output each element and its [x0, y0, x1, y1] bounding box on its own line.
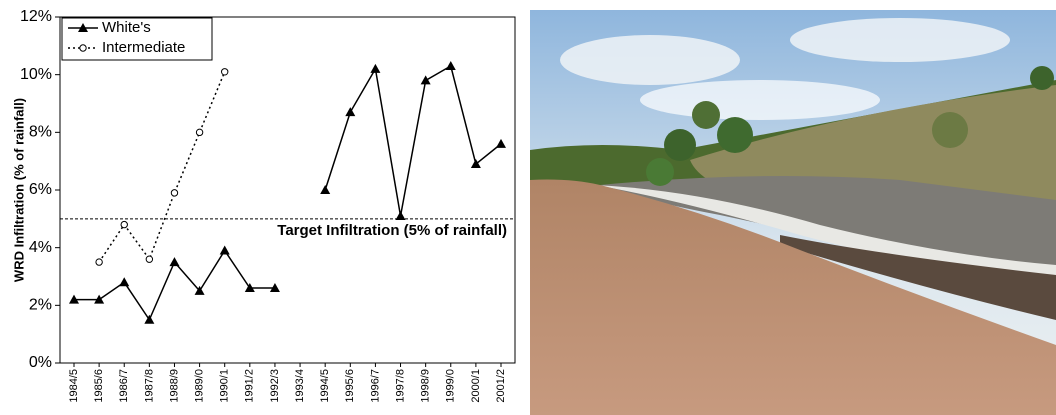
data-point	[169, 257, 180, 267]
x-tick-label: 1998/9	[420, 369, 432, 403]
data-point	[445, 61, 456, 71]
data-point	[345, 107, 356, 117]
data-point	[145, 255, 154, 263]
x-tick-label: 1991/2	[244, 369, 256, 403]
data-point	[170, 189, 179, 197]
x-tick-label: 1989/0	[193, 369, 205, 403]
series-line	[98, 71, 226, 263]
x-tick-label: 1987/8	[143, 369, 155, 403]
x-tick-label: 1992/3	[269, 369, 281, 403]
data-point	[144, 314, 155, 324]
data-point	[195, 128, 204, 137]
x-tick-label: 1999/0	[445, 369, 457, 403]
data-point	[244, 283, 255, 293]
x-tick-label: 1990/1	[219, 369, 231, 403]
data-point	[269, 283, 280, 293]
legend-label: White's	[102, 19, 151, 36]
y-tick-label: 0%	[29, 354, 52, 371]
data-point	[95, 258, 103, 266]
data-point	[120, 220, 128, 229]
legend-box	[61, 17, 213, 61]
data-point	[420, 75, 431, 85]
data-point	[470, 159, 481, 169]
x-tick-label: 1986/7	[118, 369, 130, 403]
y-tick-label: 8%	[29, 124, 52, 141]
photo	[530, 10, 1056, 415]
legend-marker	[79, 44, 87, 52]
data-point	[69, 294, 79, 304]
data-point	[194, 285, 205, 295]
x-tick-label: 2000/1	[470, 369, 482, 403]
x-tick-label: 1996/7	[369, 369, 381, 403]
data-point	[496, 138, 506, 148]
series-line	[74, 64, 502, 322]
y-tick-label: 12%	[20, 8, 52, 25]
y-tick-label: 6%	[29, 181, 52, 198]
data-point	[94, 294, 105, 304]
legend-marker	[78, 23, 88, 32]
x-tick-label: 1993/4	[294, 369, 306, 403]
x-tick-label: 1984/5	[68, 369, 80, 403]
x-tick-label: 1994/5	[319, 369, 331, 403]
data-point	[320, 185, 331, 194]
target-label: Target Infiltration (5% of rainfall)	[277, 222, 507, 239]
y-tick-label: 2%	[29, 297, 52, 314]
x-tick-label: 2001/2	[495, 369, 507, 403]
x-tick-label: 1985/6	[93, 369, 105, 403]
data-point	[119, 277, 130, 287]
data-point	[219, 245, 230, 255]
data-point	[221, 68, 229, 76]
y-tick-label: 4%	[29, 239, 52, 256]
y-tick-label: 10%	[20, 66, 52, 83]
data-point	[395, 210, 406, 220]
x-tick-label: 1988/9	[168, 369, 180, 403]
legend-label: Intermediate	[102, 39, 185, 56]
data-point	[370, 63, 381, 73]
x-tick-label: 1997/8	[394, 369, 406, 403]
x-tick-label: 1995/6	[344, 369, 356, 403]
y-axis-label: WRD Infiltration (% of rainfall)	[11, 98, 26, 282]
